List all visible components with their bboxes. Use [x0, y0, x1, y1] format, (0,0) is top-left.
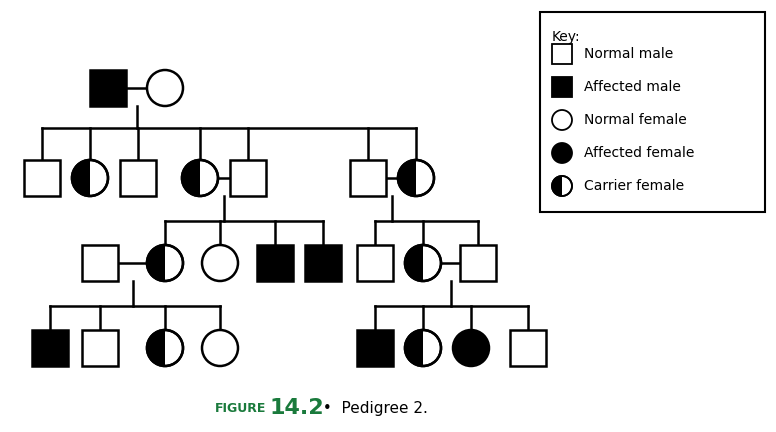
Circle shape — [182, 160, 218, 196]
Wedge shape — [552, 176, 562, 196]
Wedge shape — [398, 160, 416, 196]
Text: •  Pedigree 2.: • Pedigree 2. — [318, 400, 428, 416]
Bar — [90, 70, 126, 106]
Circle shape — [552, 143, 572, 163]
Circle shape — [405, 245, 441, 281]
Text: Normal male: Normal male — [584, 47, 674, 61]
Text: Normal female: Normal female — [584, 113, 687, 127]
Bar — [460, 245, 496, 281]
Wedge shape — [147, 245, 165, 281]
Circle shape — [552, 110, 572, 130]
Bar — [24, 160, 60, 196]
Circle shape — [147, 245, 183, 281]
Circle shape — [552, 176, 572, 196]
Circle shape — [72, 160, 108, 196]
Text: 14.2: 14.2 — [270, 398, 324, 418]
Circle shape — [202, 330, 238, 366]
Bar — [510, 330, 546, 366]
Bar — [82, 330, 118, 366]
Bar — [305, 245, 341, 281]
Wedge shape — [405, 330, 423, 366]
Bar — [357, 330, 393, 366]
Text: Affected female: Affected female — [584, 146, 695, 160]
Bar — [552, 77, 572, 97]
Text: Affected male: Affected male — [584, 80, 681, 94]
Wedge shape — [405, 245, 423, 281]
Text: Carrier female: Carrier female — [584, 179, 684, 193]
Circle shape — [147, 70, 183, 106]
Circle shape — [405, 330, 441, 366]
Circle shape — [453, 330, 489, 366]
Bar — [257, 245, 293, 281]
Circle shape — [398, 160, 434, 196]
Bar — [32, 330, 68, 366]
Circle shape — [202, 245, 238, 281]
Bar — [230, 160, 266, 196]
Wedge shape — [72, 160, 90, 196]
Bar — [120, 160, 156, 196]
Bar — [357, 245, 393, 281]
Bar — [540, 12, 765, 212]
Bar — [82, 245, 118, 281]
Text: FIGURE: FIGURE — [215, 401, 266, 414]
Circle shape — [147, 330, 183, 366]
Wedge shape — [147, 330, 165, 366]
Bar — [350, 160, 386, 196]
Bar — [552, 44, 572, 64]
Wedge shape — [182, 160, 200, 196]
Text: Key:: Key: — [552, 30, 580, 44]
